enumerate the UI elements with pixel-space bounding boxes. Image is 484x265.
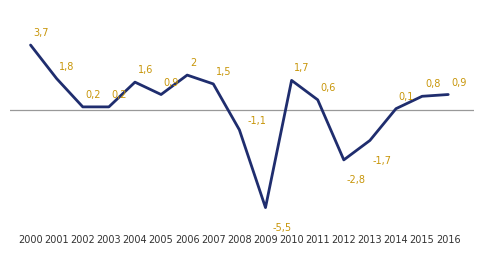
Text: 0,2: 0,2 bbox=[86, 90, 101, 100]
Text: 0,1: 0,1 bbox=[399, 92, 414, 102]
Text: 0,2: 0,2 bbox=[112, 90, 127, 100]
Text: 1,5: 1,5 bbox=[216, 67, 231, 77]
Text: -5,5: -5,5 bbox=[272, 223, 291, 233]
Text: 0,9: 0,9 bbox=[164, 78, 179, 87]
Text: 1,7: 1,7 bbox=[294, 63, 310, 73]
Text: 1,8: 1,8 bbox=[60, 62, 75, 72]
Text: -1,7: -1,7 bbox=[373, 156, 392, 166]
Text: 0,9: 0,9 bbox=[451, 78, 467, 87]
Text: -1,1: -1,1 bbox=[248, 116, 267, 126]
Text: 2: 2 bbox=[190, 58, 196, 68]
Text: 0,6: 0,6 bbox=[320, 83, 336, 93]
Text: -2,8: -2,8 bbox=[347, 175, 365, 185]
Text: 3,7: 3,7 bbox=[33, 28, 49, 38]
Text: 1,6: 1,6 bbox=[138, 65, 153, 75]
Text: 0,8: 0,8 bbox=[425, 79, 440, 89]
